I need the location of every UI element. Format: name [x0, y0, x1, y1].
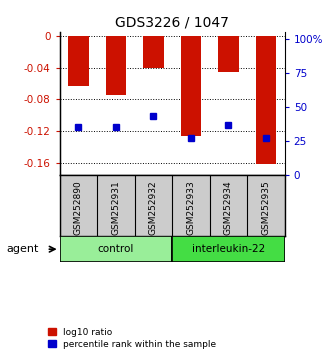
Bar	[256, 36, 276, 164]
Text: GSM252934: GSM252934	[224, 180, 233, 235]
Text: agent: agent	[7, 244, 39, 254]
Text: control: control	[98, 244, 134, 254]
Bar	[218, 36, 239, 73]
Title: GDS3226 / 1047: GDS3226 / 1047	[115, 15, 229, 29]
Bar	[106, 36, 126, 96]
Bar	[143, 36, 164, 68]
Bar	[172, 236, 285, 262]
Legend: log10 ratio, percentile rank within the sample: log10 ratio, percentile rank within the …	[48, 327, 217, 349]
Text: interleukin-22: interleukin-22	[192, 244, 265, 254]
Bar	[181, 36, 201, 136]
Text: GSM252931: GSM252931	[111, 180, 120, 235]
Bar	[60, 236, 172, 262]
Text: GSM252935: GSM252935	[261, 180, 270, 235]
Text: GSM252932: GSM252932	[149, 180, 158, 235]
Text: GSM252890: GSM252890	[74, 180, 83, 235]
Text: GSM252933: GSM252933	[186, 180, 195, 235]
Bar	[68, 36, 89, 86]
